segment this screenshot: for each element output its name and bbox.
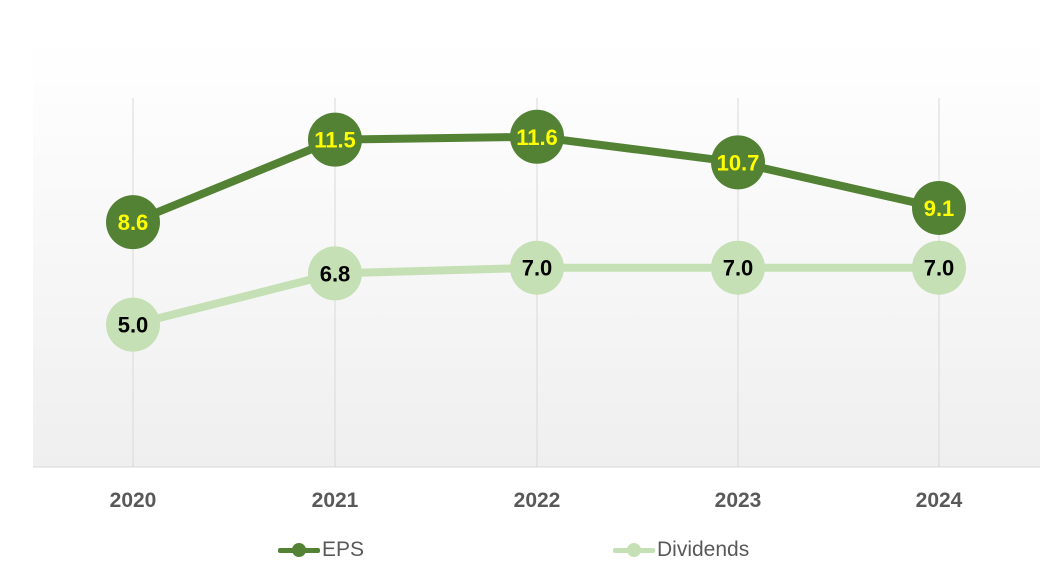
x-tick-label-2023: 2023 xyxy=(715,489,762,512)
data-label-dividends-2020: 5.0 xyxy=(118,313,149,338)
data-point-eps-2021 xyxy=(308,112,362,167)
data-label-eps-2022: 11.6 xyxy=(516,125,558,150)
legend: EPS Dividends xyxy=(0,536,1051,566)
legend-swatch-eps xyxy=(278,543,320,557)
x-axis-tick-labels: 2020 2021 2022 2023 2024 xyxy=(110,489,963,512)
legend-swatch-dividends xyxy=(613,543,655,557)
data-point-eps-2022 xyxy=(510,109,564,164)
legend-label-eps: EPS xyxy=(322,538,365,561)
data-point-dividends-2024 xyxy=(912,240,966,295)
data-point-eps-2020 xyxy=(106,195,160,250)
data-label-eps-2020: 8.6 xyxy=(118,210,149,235)
data-label-eps-2023: 10.7 xyxy=(717,150,760,175)
data-label-dividends-2021: 6.8 xyxy=(320,261,351,286)
data-label-dividends-2022: 7.0 xyxy=(522,256,553,281)
x-tick-label-2024: 2024 xyxy=(916,489,963,512)
data-point-dividends-2021 xyxy=(308,246,362,301)
data-label-eps-2024: 9.1 xyxy=(924,196,955,221)
series-layer: 8.6 11.5 11.6 10.7 9.1 5.0 6.8 7.0 7.0 7.0 xyxy=(106,109,966,352)
data-point-dividends-2020 xyxy=(106,297,160,352)
data-label-eps-2021: 11.5 xyxy=(314,128,356,153)
data-point-dividends-2022 xyxy=(510,240,564,295)
legend-item-eps[interactable]: EPS xyxy=(278,536,364,564)
data-label-dividends-2023: 7.0 xyxy=(723,256,754,281)
x-tick-label-2022: 2022 xyxy=(514,489,561,512)
legend-label-dividends: Dividends xyxy=(657,538,750,561)
data-point-eps-2023 xyxy=(711,135,765,190)
x-tick-label-2021: 2021 xyxy=(312,489,359,512)
data-point-eps-2024 xyxy=(912,180,966,235)
legend-item-dividends[interactable]: Dividends xyxy=(613,536,749,564)
x-tick-label-2020: 2020 xyxy=(110,489,157,512)
data-point-dividends-2023 xyxy=(711,240,765,295)
data-label-dividends-2024: 7.0 xyxy=(924,256,955,281)
